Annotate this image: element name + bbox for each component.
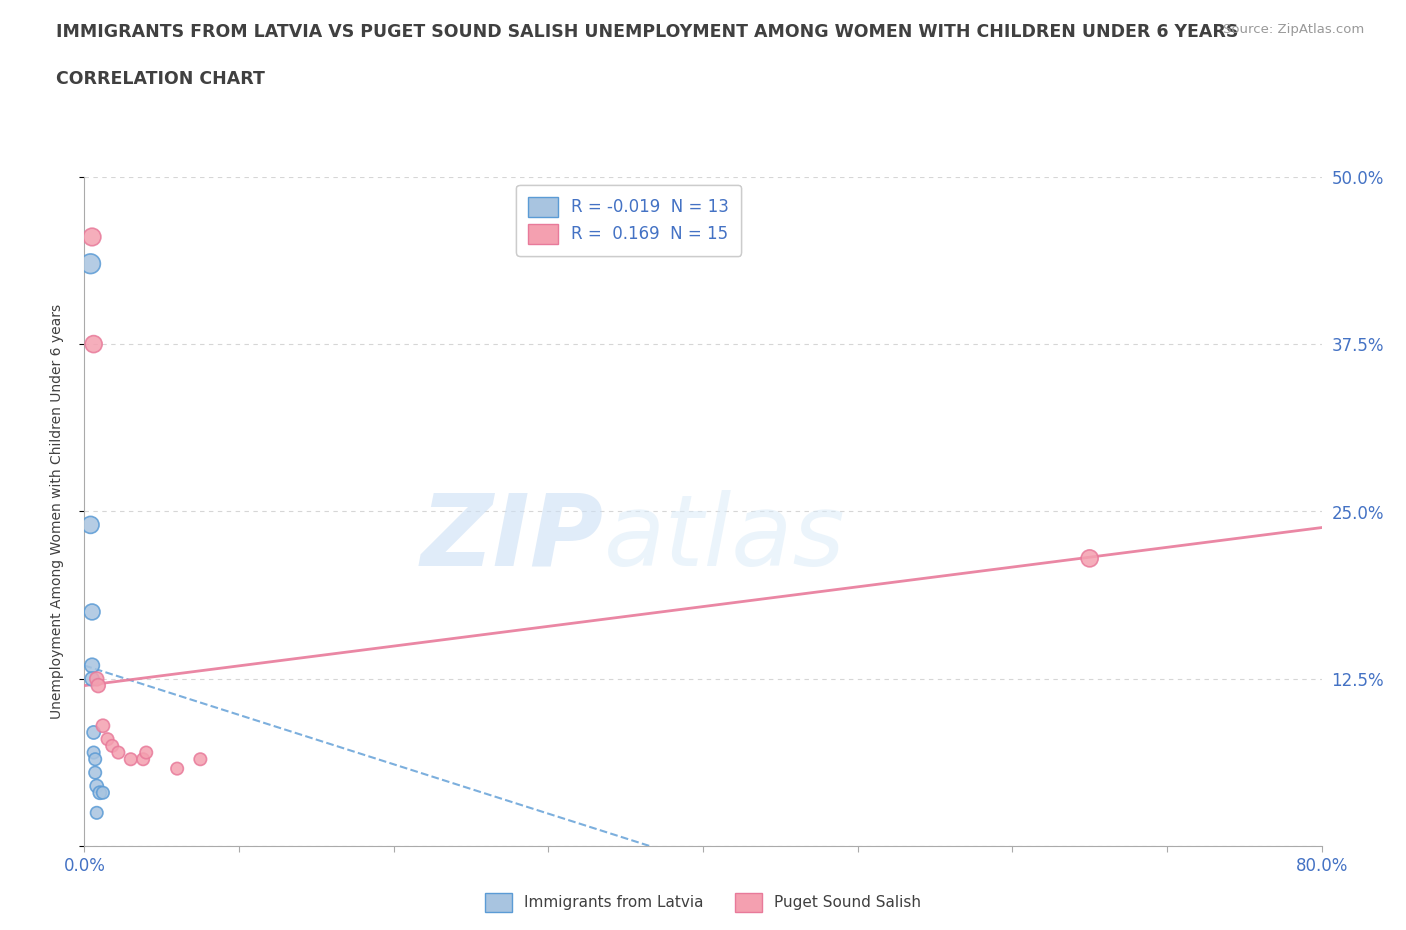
Point — [132, 751, 155, 766]
Text: CORRELATION CHART: CORRELATION CHART — [56, 70, 266, 87]
Point — [83, 337, 105, 352]
Point — [97, 732, 120, 747]
Point — [166, 761, 188, 776]
Point — [91, 785, 114, 800]
Point — [91, 718, 114, 733]
Point — [82, 671, 104, 686]
Point — [79, 517, 101, 532]
Point — [82, 230, 104, 245]
Point — [188, 751, 212, 766]
Point — [101, 738, 124, 753]
Legend: Immigrants from Latvia, Puget Sound Salish: Immigrants from Latvia, Puget Sound Sali… — [478, 887, 928, 918]
Point — [83, 725, 105, 740]
Text: IMMIGRANTS FROM LATVIA VS PUGET SOUND SALISH UNEMPLOYMENT AMONG WOMEN WITH CHILD: IMMIGRANTS FROM LATVIA VS PUGET SOUND SA… — [56, 23, 1239, 41]
Text: Source: ZipAtlas.com: Source: ZipAtlas.com — [1223, 23, 1364, 36]
Point — [120, 751, 142, 766]
Point — [84, 751, 107, 766]
Point — [135, 745, 157, 760]
Y-axis label: Unemployment Among Women with Children Under 6 years: Unemployment Among Women with Children U… — [49, 304, 63, 719]
Point — [82, 604, 104, 619]
Point — [107, 745, 129, 760]
Point — [86, 805, 108, 820]
Legend: R = -0.019  N = 13, R =  0.169  N = 15: R = -0.019 N = 13, R = 0.169 N = 15 — [516, 185, 741, 256]
Point — [1078, 551, 1101, 565]
Text: ZIP: ZIP — [420, 490, 605, 587]
Point — [86, 671, 108, 686]
Point — [89, 785, 111, 800]
Point — [84, 765, 107, 780]
Point — [86, 778, 108, 793]
Text: atlas: atlas — [605, 490, 845, 587]
Point — [82, 658, 104, 673]
Point — [79, 257, 101, 272]
Point — [87, 678, 110, 693]
Point — [83, 745, 105, 760]
